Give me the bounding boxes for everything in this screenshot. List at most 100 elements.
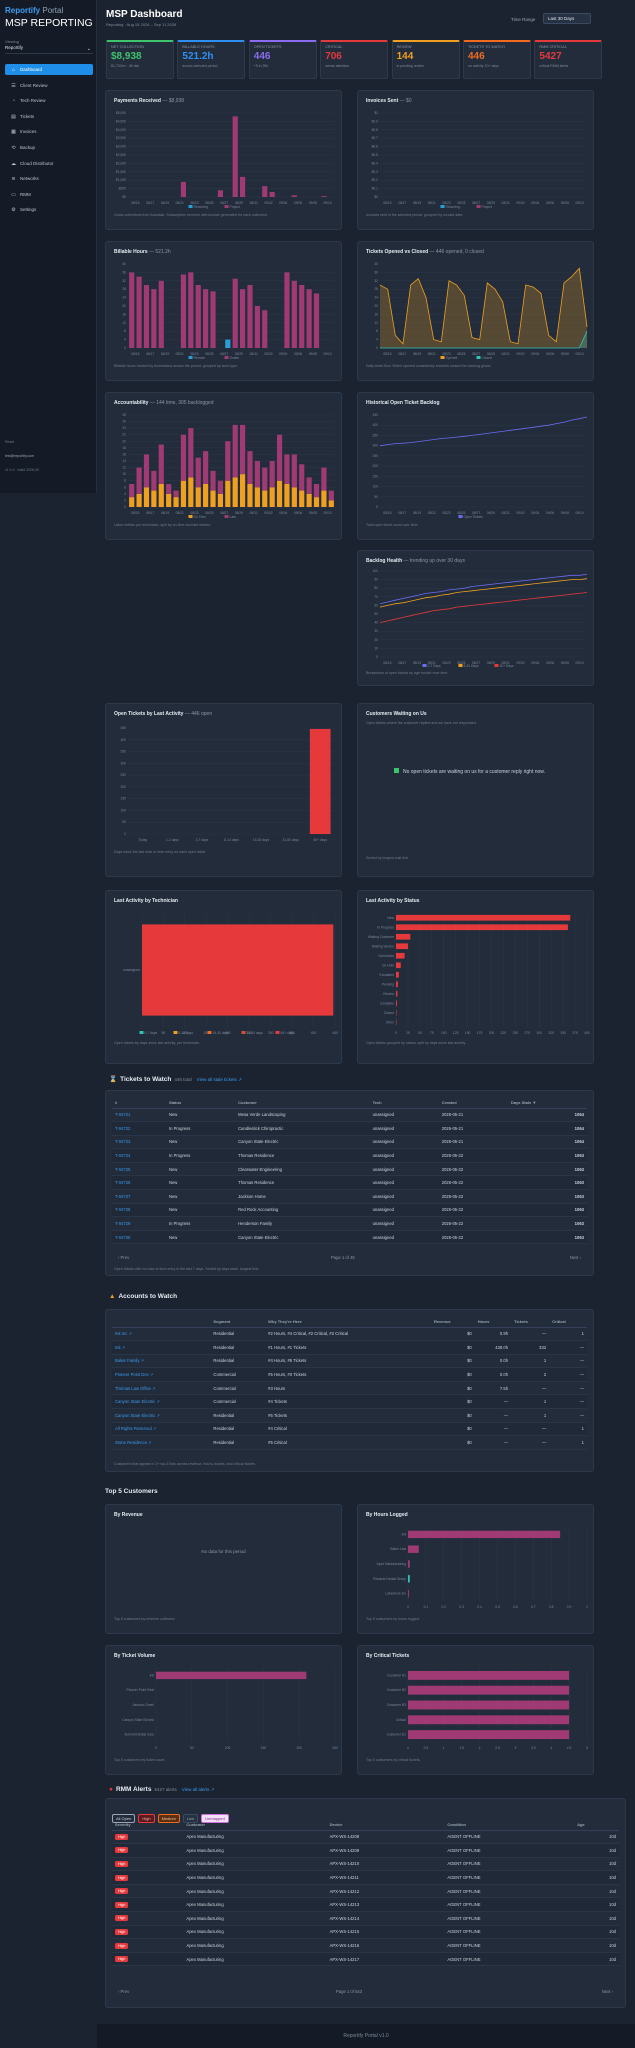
bar[interactable] — [240, 424, 246, 475]
bar[interactable] — [313, 484, 320, 498]
bar[interactable] — [217, 190, 223, 197]
bar[interactable] — [254, 461, 260, 488]
series-line[interactable] — [379, 574, 588, 605]
ticket-link[interactable]: T-04727 — [115, 1193, 131, 1199]
bar[interactable] — [158, 444, 164, 484]
sidebar-item-client-review[interactable]: ☰ Client Review — [5, 80, 93, 91]
bar[interactable] — [225, 441, 231, 481]
bar[interactable] — [180, 274, 187, 349]
column-header[interactable]: Critical — [549, 1316, 587, 1328]
table-row[interactable]: T-04728 New Red Rock Accounting unassigned 2… — [112, 1203, 587, 1218]
column-header[interactable]: Tech — [369, 1097, 439, 1109]
legend-label[interactable]: Recurring — [194, 205, 208, 209]
filter-chip-unmapped[interactable]: Unmapped — [201, 1814, 229, 1823]
table-row[interactable]: Baker Family ↗ Residential #4 Hours, #5 Ti… — [112, 1354, 587, 1369]
legend-label[interactable]: On Time — [194, 515, 207, 519]
column-header[interactable]: Device — [326, 1819, 445, 1831]
bar[interactable] — [284, 454, 290, 484]
bar[interactable] — [136, 276, 142, 348]
bar[interactable] — [143, 285, 150, 348]
legend-label[interactable]: 15-30 days — [213, 1031, 230, 1035]
kpi-card[interactable]: Tickets to Watch 446 no activity 10+ days — [463, 40, 531, 79]
next-button[interactable]: Next › — [569, 1255, 581, 1260]
bar[interactable] — [254, 487, 260, 507]
bar[interactable] — [396, 990, 398, 997]
legend-label[interactable]: Open Tickets — [464, 515, 484, 519]
column-header[interactable]: Condition — [444, 1819, 575, 1831]
kpi-card[interactable]: Review 144 in pending review — [391, 40, 460, 79]
table-row[interactable]: High Apex Manufacturing APX-WS-14213 AGENT … — [112, 1897, 619, 1913]
bar[interactable] — [247, 451, 253, 484]
bar[interactable] — [156, 1671, 307, 1680]
table-row[interactable]: High Apex Manufacturing APX-WS-14216 AGENT … — [112, 1938, 619, 1953]
bar[interactable] — [291, 487, 297, 507]
bar[interactable] — [262, 490, 268, 507]
legend-label[interactable]: Late — [230, 515, 237, 519]
table-row[interactable]: High Apex Manufacturing APX-WS-14212 AGENT … — [112, 1884, 619, 1899]
customer-link[interactable]: Canyon State Electric ↗ — [115, 1399, 160, 1405]
bar[interactable] — [328, 500, 334, 507]
bar[interactable] — [408, 1730, 570, 1740]
bar[interactable] — [195, 285, 201, 348]
series-line[interactable] — [379, 416, 588, 447]
column-header[interactable]: Tickets — [511, 1316, 550, 1328]
column-header[interactable]: # — [112, 1097, 166, 1109]
ticket-link[interactable]: T-04725 — [115, 1166, 131, 1172]
bar[interactable] — [142, 924, 334, 1016]
bar[interactable] — [396, 914, 571, 921]
bar[interactable] — [309, 728, 331, 834]
table-row[interactable]: High Apex Manufacturing APX-WS-14208 AGENT … — [112, 1830, 619, 1845]
bar[interactable] — [306, 477, 312, 494]
bar[interactable] — [225, 339, 231, 348]
bar[interactable] — [210, 490, 216, 507]
time-range-select[interactable]: Last 30 Days — [543, 13, 591, 24]
ticket-link[interactable]: T-04729 — [115, 1221, 131, 1227]
sidebar-item-dashboard[interactable]: ⌂ Dashboard — [5, 64, 93, 75]
table-row[interactable]: T-04722 In Progress Candlestick Chiropract… — [112, 1121, 587, 1136]
bar[interactable] — [158, 280, 164, 348]
bar[interactable] — [269, 191, 275, 197]
ticket-link[interactable]: T-04722 — [115, 1125, 131, 1131]
view-all-link[interactable]: View all stale tickets ↗ — [196, 1077, 242, 1082]
ticket-link[interactable]: T-04723 — [115, 1139, 131, 1145]
bar[interactable] — [284, 272, 290, 348]
sidebar-item-rmm[interactable]: ▭ RMM — [5, 189, 93, 200]
sidebar-item-networks[interactable]: ≋ Networks — [5, 173, 93, 184]
bar[interactable] — [262, 467, 268, 491]
table-row[interactable]: Canyon State Electric ↗ Residential #5 Tic… — [112, 1408, 587, 1423]
customer-link[interactable]: Thomas Law Office ↗ — [115, 1385, 156, 1391]
bar[interactable] — [291, 195, 297, 197]
column-header[interactable]: Status — [165, 1097, 236, 1109]
bar[interactable] — [313, 497, 320, 507]
legend-label[interactable]: 60+ days — [281, 1031, 295, 1035]
bar[interactable] — [408, 1670, 570, 1680]
sidebar-reset[interactable]: Reset — [5, 440, 15, 444]
table-row[interactable]: T-04729 In Progress Henderson Family unassi… — [112, 1216, 587, 1231]
bar[interactable] — [306, 289, 312, 348]
table-row[interactable]: T-04727 New Jackson Home unassigned 2026-05-… — [112, 1189, 587, 1204]
ticket-link[interactable]: T-04728 — [115, 1207, 131, 1213]
bar[interactable] — [180, 434, 187, 481]
bar[interactable] — [188, 477, 194, 507]
customer-link[interactable]: Stone Residence ↗ — [115, 1440, 152, 1446]
bar[interactable] — [225, 480, 231, 507]
bar[interactable] — [396, 1000, 397, 1007]
bar[interactable] — [284, 484, 290, 507]
bar[interactable] — [396, 962, 401, 969]
table-row[interactable]: High Apex Manufacturing APX-WS-14214 AGENT … — [112, 1911, 619, 1926]
bar[interactable] — [321, 490, 327, 507]
bar[interactable] — [313, 293, 320, 348]
sidebar-item-tickets[interactable]: ▤ Tickets — [5, 111, 93, 122]
prev-button[interactable]: ‹ Prev — [118, 1989, 130, 1994]
bar[interactable] — [210, 291, 216, 348]
kpi-card[interactable]: Billable Hours 521.2h across selected peri… — [177, 40, 246, 79]
column-header[interactable] — [112, 1316, 211, 1328]
bar[interactable] — [143, 487, 150, 507]
table-row[interactable]: Thomas Law Office ↗ Commercial #3 Hours $0 7… — [112, 1381, 587, 1396]
legend-label[interactable]: Project — [230, 205, 240, 209]
table-row[interactable]: High Apex Manufacturing APX-WS-14211 AGENT … — [112, 1870, 619, 1885]
legend-label[interactable]: 8-14 days — [179, 1031, 194, 1035]
bar[interactable] — [408, 1700, 570, 1710]
bar[interactable] — [262, 310, 268, 348]
customer-link[interactable]: Canyon State Electric ↗ — [115, 1412, 160, 1418]
